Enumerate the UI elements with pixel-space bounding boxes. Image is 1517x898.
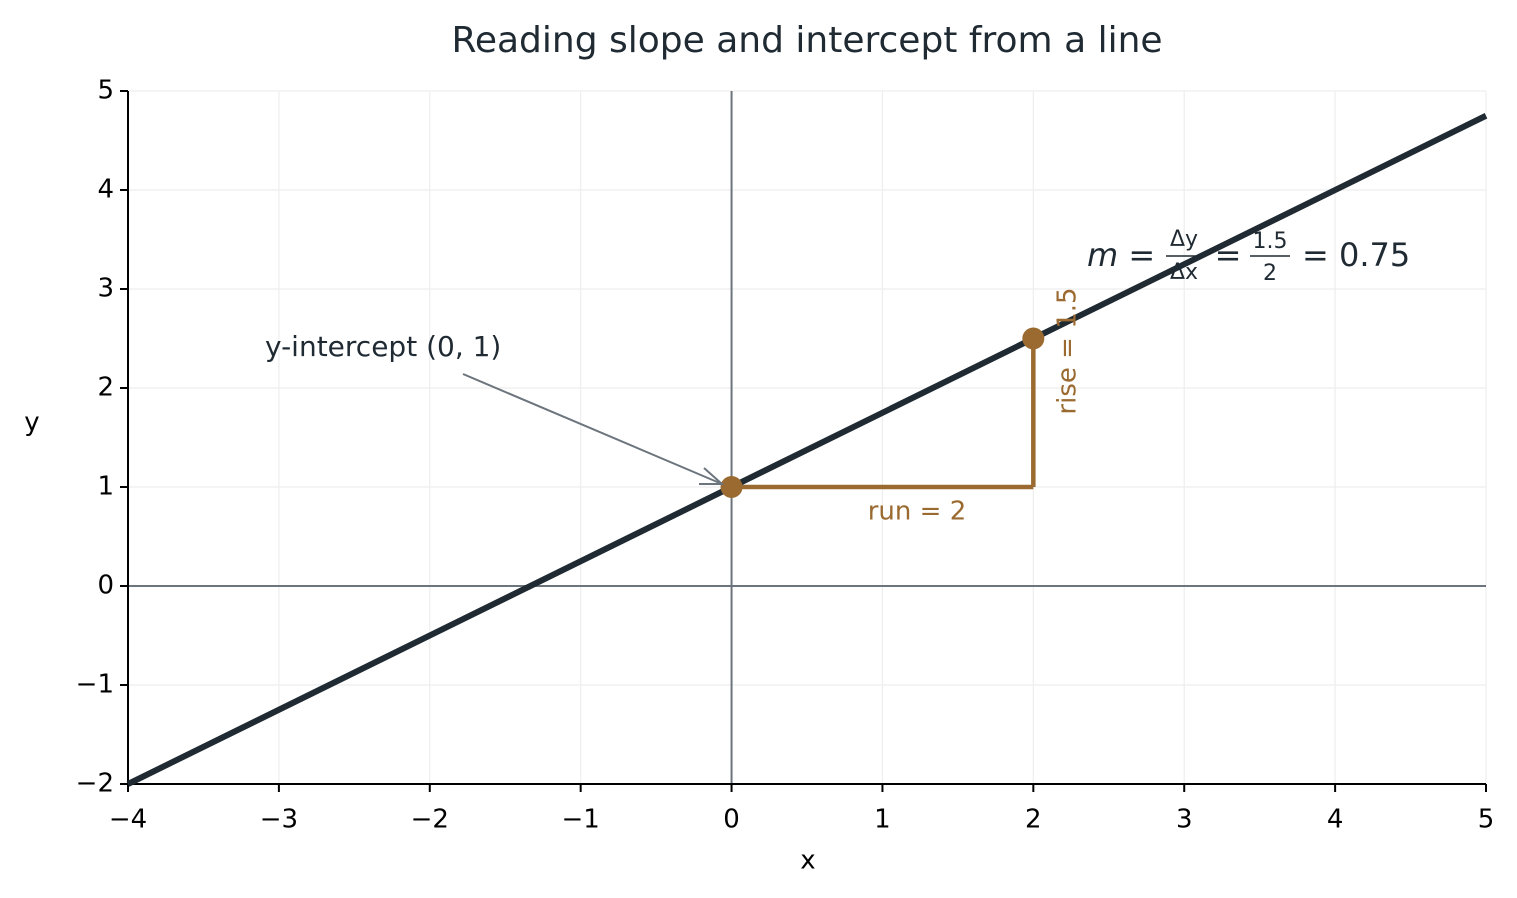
formula-equals: = [1215, 236, 1242, 274]
run-label: run = 2 [868, 497, 967, 527]
y-tick-label: 0 [97, 571, 114, 601]
y-tick-label: 1 [97, 472, 114, 502]
x-tick-label: 3 [1176, 805, 1193, 835]
x-tick-label: 5 [1478, 805, 1495, 835]
y-tick-label: 2 [97, 373, 114, 403]
x-tick-label: 2 [1025, 805, 1042, 835]
x-tick-label: −2 [411, 805, 449, 835]
line [126, 113, 1488, 787]
x-axis-label: x [800, 846, 815, 876]
x-tick-label: −1 [562, 805, 600, 835]
y-axis-label: y [24, 408, 39, 438]
y-tick-label: 3 [97, 274, 114, 304]
x-tick-label: −4 [109, 805, 147, 835]
x-tick-label: −3 [260, 805, 298, 835]
intercept-annotation: y-intercept (0, 1) [265, 330, 501, 363]
x-tick-label: 1 [874, 805, 891, 835]
x-tick-label: 0 [723, 805, 740, 835]
y-tick-label: −1 [76, 670, 114, 700]
y-tick-label: 5 [97, 76, 114, 106]
y-tick-label: −2 [76, 769, 114, 799]
formula-numerator: Δy [1170, 227, 1198, 252]
point [1022, 327, 1045, 350]
y-tick-label: 4 [97, 175, 114, 205]
point [720, 476, 743, 498]
x-tick-label: 4 [1327, 805, 1344, 835]
formula-lhs: m = [1087, 236, 1155, 274]
formula-numerator: 1.5 [1253, 229, 1288, 254]
formula-denominator: 2 [1263, 261, 1277, 286]
formula-denominator: Δx [1170, 260, 1198, 285]
chart-title: Reading slope and intercept from a line [451, 20, 1162, 61]
formula-rhs: = 0.75 [1302, 236, 1410, 274]
annotation-arrowhead [699, 467, 725, 485]
rise-label: rise = 1.5 [1053, 287, 1083, 414]
annotation-arrow [462, 373, 723, 485]
